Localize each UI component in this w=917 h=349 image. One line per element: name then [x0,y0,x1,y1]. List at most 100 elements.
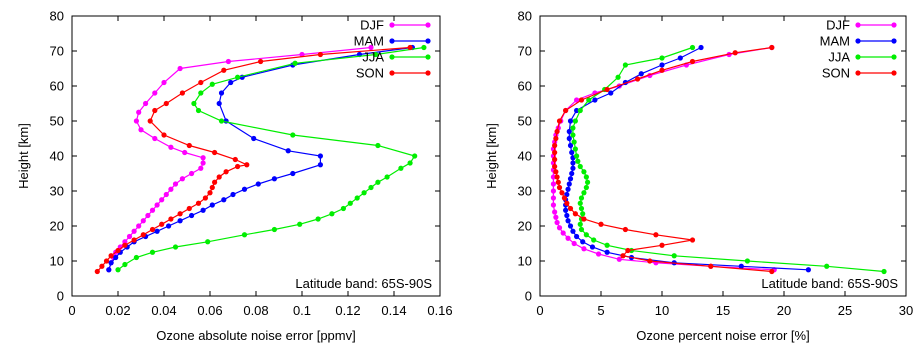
panel-2-series-mam-point [564,212,570,219]
panel-2-series-jja-point [586,97,592,103]
panel-2-series-djf-point [550,181,557,187]
panel-2-series-jja-point [581,190,587,196]
panel-2-series-mam-point [563,207,569,213]
panel-1-series-jja-point [292,60,298,66]
panel-2-series-son-point [708,263,714,269]
panel-1-series-jja-point [384,174,390,180]
panel-2-series-son-point [647,258,653,264]
panel-1-series-jja-point [115,267,121,273]
panel-2-series-son-point [572,211,578,217]
panel-2-series-mam [563,44,812,273]
panel-1-series-jja-point [354,195,360,201]
panel-2-series-son-point [553,169,559,175]
panel-2-series-son-point [732,50,738,56]
panel-1-x-tick-label: 0.02 [105,303,130,318]
panel-2-series-mam-point [698,44,704,51]
panel-1-series-mam-point [230,191,236,198]
panel-1-series-mam-point [216,100,222,107]
panel-1-series-djf-point [189,170,195,177]
panel-2-series-mam-point [608,90,614,96]
panel-1-legend-marker [389,38,395,44]
panel-2-series-djf-line [552,46,775,271]
panel-1-series-son-point [407,44,413,51]
panel-2-series-jja-point [584,179,591,185]
panel-2-series-mam-point [659,62,665,68]
panel-2-legend-label-djf: DJF [826,18,850,33]
panel-1-series-djf-point [172,181,179,187]
panel-1-series-mam-point [251,135,257,142]
panel-2-series-son-point [625,247,631,254]
panel-2-series-jja-point [572,146,578,152]
panel-2-series-son-point [622,226,629,233]
panel-2-series-son-point [554,128,560,135]
panel-2-series-mam-line [565,46,809,271]
panel-1-x-axis-label: Ozone absolute noise error [ppmv] [156,328,355,343]
panel-2-series-son-point [567,205,574,212]
panel-2-legend-marker [855,54,861,60]
panel-2-y-tick-label: 10 [518,254,532,269]
panel-2-series-djf-point [550,174,557,180]
panel-1-series-mam-point [271,176,277,182]
panel-2-series-son [552,44,775,275]
panel-1-series-mam-point [317,162,323,168]
panel-2-series-son-point [659,242,665,248]
panel-2-series-son-point [556,184,563,191]
panel-1-series-djf-point [136,109,142,115]
panel-2-legend-marker [855,22,861,28]
panel-1-series-djf-point [126,233,133,240]
panel-2-series-jja-point [572,118,578,124]
panel-2-series-jja [570,44,887,275]
panel-1-series-son-point [186,205,192,212]
panel-1-series-mam-point [200,207,206,213]
panel-1-series-son-point [202,195,208,201]
panel-2-series-jja-point [689,44,696,51]
panel-1-series-mam-point [154,228,160,234]
panel-2-series-mam-point [567,223,574,229]
panel-1-x-tick-label: 0.1 [293,303,311,318]
panel-2-series-son-point [653,232,659,238]
panel-2-series-mam-point [638,71,644,77]
panel-2-series-mam-point [569,149,575,156]
panel-2-series-jja-point [574,153,580,159]
panel-2-series-jja-point [578,205,585,212]
panel-2-series-djf-point [552,209,558,215]
panel-1-x-tick-label: 0.16 [427,303,452,318]
panel-1-series-mam-point [255,181,261,187]
panel-1-legend-marker [425,54,431,60]
panel-1-series-son-point [209,184,215,191]
panel-2-legend-marker [891,38,897,44]
panel-1-series-son-point [161,132,167,138]
panel-1-series-jja-point [209,81,215,87]
panel-1-series-son-point [317,51,323,58]
panel-2-series-son-point [559,190,565,196]
panel-2-series-son-point [604,86,610,93]
panel-1-series-son-point [223,169,229,175]
panel-2-series-mam-point [567,142,574,149]
panel-2-x-tick-label: 25 [838,303,852,318]
panel-2-series-mam-point [565,218,571,224]
panel-2-series-jja-point [578,226,585,233]
panel-1-series-son-point [122,242,128,248]
panel-1-series-son-point [168,216,174,222]
panel-1-x-tick-label: 0.14 [381,303,406,318]
panel-1-series-son-point [232,156,238,163]
panel-2-series-djf-point [581,246,587,252]
panel-1-series-jja-point [235,74,241,80]
panel-2-legend-marker [855,70,861,76]
panel-2-x-tick-label: 20 [777,303,791,318]
panel-1-series-mam-point [108,260,114,266]
panel-2-legend-marker [891,22,897,28]
panel-1-series-jja-point [375,142,381,149]
panel-2-series-djf-point [560,230,566,236]
panel-1-y-tick-label: 0 [57,289,64,304]
panel-2-series-mam-point [574,233,580,240]
panel-2-y-axis-label: Height [km] [484,123,499,189]
panel-2-series-son-point [581,216,587,222]
panel-1-series-son-point [103,258,110,264]
panel-1-series-djf-point [159,197,165,203]
panel-2-series-jja-point [583,184,589,191]
panel-1-series-djf-point [136,223,142,229]
